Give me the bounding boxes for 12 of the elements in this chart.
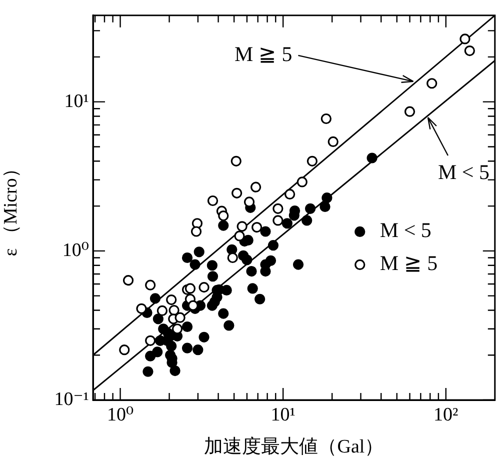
y-axis-title: ε （Micro） [0,159,22,256]
x-tick-label: 10¹ [270,404,296,426]
annotation: M ≧ 5 [234,42,292,66]
x-axis-title: 加速度最大値（Gal） [204,436,384,458]
annotation: M < 5 [438,160,490,184]
legend-label: M < 5 [380,218,432,242]
y-tick-label: 10⁻¹ [54,388,90,410]
x-tick-label: 10² [434,404,459,426]
y-tick-label: 10⁰ [62,240,90,261]
x-tick-label: 10⁰ [106,404,134,426]
legend-label: M ≧ 5 [380,251,438,276]
y-tick-label: 10¹ [64,90,90,112]
